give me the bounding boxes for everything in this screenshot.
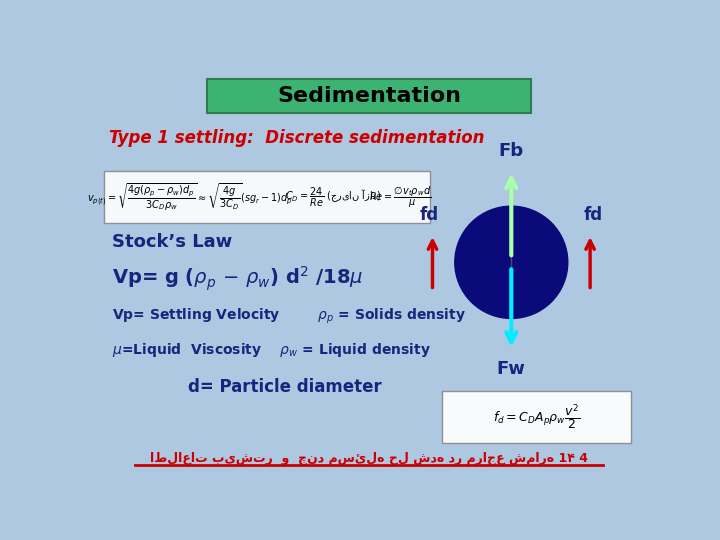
FancyBboxPatch shape [207,78,531,113]
Text: d= Particle diameter: d= Particle diameter [189,378,382,396]
Text: Fw: Fw [497,360,526,378]
Text: fd: fd [420,206,439,224]
Text: Fb: Fb [499,143,524,160]
Text: Vp= Settling Velocity        $\rho_p$ = Solids density: Vp= Settling Velocity $\rho_p$ = Solids … [112,307,467,326]
Text: $C_D = \dfrac{24}{Re}$ (جریان آزاد): $C_D = \dfrac{24}{Re}$ (جریان آزاد) [284,186,381,208]
Text: Vp= g ($\rho_p$ $-$ $\rho_w$) d$^2$ /18$\mu$: Vp= g ($\rho_p$ $-$ $\rho_w$) d$^2$ /18$… [112,265,364,293]
Ellipse shape [455,206,568,319]
Text: Stock’s Law: Stock’s Law [112,233,233,251]
Text: Type 1 settling:  Discrete sedimentation: Type 1 settling: Discrete sedimentation [109,129,485,146]
Text: Sedimentation: Sedimentation [277,85,461,105]
FancyBboxPatch shape [441,391,631,443]
FancyBboxPatch shape [104,171,431,223]
Text: اطلاعات بیشتر  و  چند مسئله حل شده در مراجع شماره 1۴ 4: اطلاعات بیشتر و چند مسئله حل شده در مراج… [150,451,588,464]
Text: $\mu$=Liquid  Viscosity    $\rho_w$ = Liquid density: $\mu$=Liquid Viscosity $\rho_w$ = Liquid… [112,341,431,359]
Text: fd: fd [583,206,603,224]
Text: $f_d = C_D A_p \rho_w \dfrac{v^2}{2}$: $f_d = C_D A_p \rho_w \dfrac{v^2}{2}$ [492,402,580,432]
Text: $v_{p(t)} = \sqrt{\dfrac{4g(\rho_p-\rho_w)d_p}{3C_D\rho_w}} \approx \sqrt{\dfrac: $v_{p(t)} = \sqrt{\dfrac{4g(\rho_p-\rho_… [88,181,293,213]
Text: $Re = \dfrac{\emptyset v_t \rho_w d}{\mu}$: $Re = \dfrac{\emptyset v_t \rho_w d}{\mu… [369,185,431,210]
